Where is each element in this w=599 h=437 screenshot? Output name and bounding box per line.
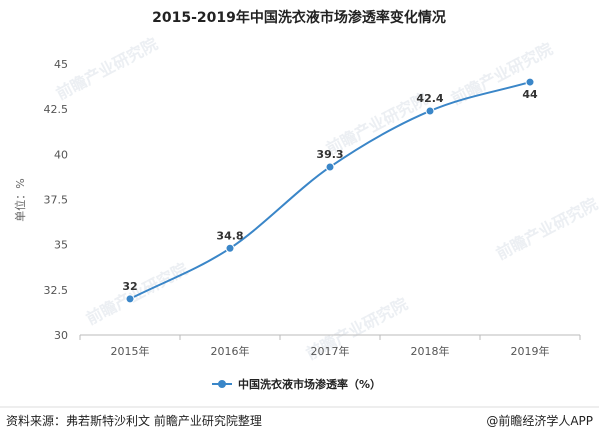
legend[interactable]: 中国洗衣液市场渗透率（%） [212,377,381,391]
y-tick-label: 37.5 [44,194,69,207]
x-tick-label: 2017年 [311,344,350,358]
y-tick-label: 45 [54,58,68,71]
footer-source: 资料来源：弗若斯特沙利文 前瞻产业研究院整理 [6,413,262,428]
data-label: 34.8 [216,229,243,242]
y-axis-label: 单位：% [13,178,27,221]
x-axis-ticks: 2015年 2016年 2017年 2018年 2019年 [79,335,581,358]
data-label: 32 [122,280,137,293]
legend-label: 中国洗衣液市场渗透率（%） [238,377,381,391]
y-tick-label: 42.5 [44,103,69,116]
watermark-3: 前瞻产业研究院 [53,34,161,103]
data-point [425,106,435,116]
y-tick-label: 32.5 [44,284,69,297]
y-axis-ticks: 30 32.5 35 37.5 40 42.5 45 [44,58,69,342]
data-point [325,162,335,172]
watermark-4: 前瞻产业研究院 [83,259,191,328]
data-points [125,77,535,304]
data-point [125,294,135,304]
data-point [225,243,235,253]
x-tick-label: 2018年 [411,344,450,358]
series-line [129,81,531,300]
watermark-6: 前瞻产业研究院 [493,194,599,263]
y-tick-label: 30 [54,329,68,342]
data-label: 42.4 [416,92,443,105]
x-tick-label: 2015年 [111,344,150,358]
watermark-1: 前瞻产业研究院 [448,39,556,108]
footer-brand: @前瞻经济学人APP [486,413,593,428]
x-tick-label: 2016年 [211,344,250,358]
data-labels: 32 34.8 39.3 42.4 44 [122,88,538,293]
watermark-group: 前瞻产业研究院 前瞻产业研究院 前瞻产业研究院 前瞻产业研究院 前瞻产业研究院 … [53,34,599,363]
y-tick-label: 35 [54,239,68,252]
data-label: 44 [522,88,538,101]
data-label: 39.3 [316,148,343,161]
y-tick-label: 40 [54,148,68,161]
x-tick-label: 2019年 [511,344,550,358]
data-point [525,77,535,87]
chart-title: 2015-2019年中国洗衣液市场渗透率变化情况 [152,9,446,26]
legend-marker-icon [218,380,226,388]
